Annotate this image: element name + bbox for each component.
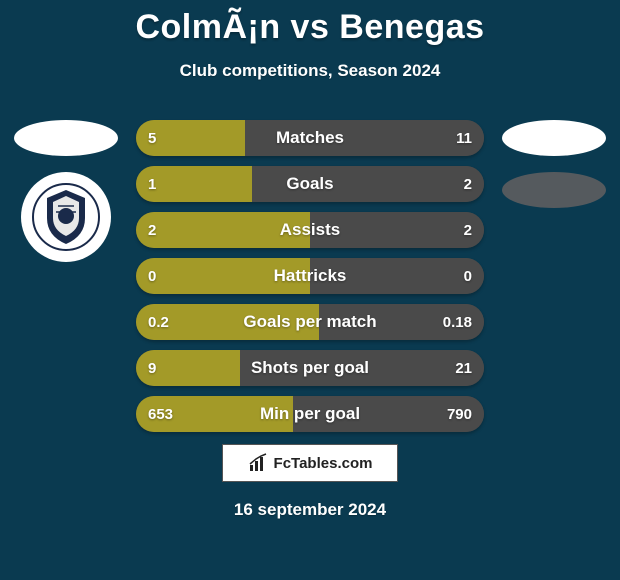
stat-bar-row: Matches5 11 [136,120,484,156]
left-player-column [6,120,126,262]
stat-bar-row: Shots per goal9 21 [136,350,484,386]
page-title: ColmÃ¡n vs Benegas [0,0,620,47]
stat-bar-row: Goals1 2 [136,166,484,202]
stat-bar-value-right: 0.18 [431,304,484,340]
stat-bar-value-right: 11 [444,120,484,156]
stat-bar-value-left: 653 [136,396,185,432]
stat-bar-value-left: 1 [136,166,168,202]
stat-bar-label: Hattricks [136,258,484,294]
stat-bar-label: Goals [136,166,484,202]
stat-bar-row: Assists2 2 [136,212,484,248]
stat-bar-value-right: 21 [443,350,484,386]
stat-bar-label: Min per goal [136,396,484,432]
stat-bars: Matches511Goals12Assists22Hattricks00Goa… [136,120,484,432]
player-photo-placeholder-right-1 [502,120,606,156]
brand-text: FcTables.com [274,455,373,472]
stat-bar-label: Assists [136,212,484,248]
shield-icon [31,182,101,252]
player-photo-placeholder-left [14,120,118,156]
stat-bar-value-left: 9 [136,350,168,386]
right-player-column [494,120,614,208]
player-photo-placeholder-right-2 [502,172,606,208]
club-logo-left [21,172,111,262]
comparison-infographic: ColmÃ¡n vs Benegas Club competitions, Se… [0,0,620,580]
stat-bar-row: Min per goal653 790 [136,396,484,432]
stat-bar-label: Matches [136,120,484,156]
stat-bar-row: Hattricks0 0 [136,258,484,294]
brand-badge: FcTables.com [222,444,398,482]
stat-bar-value-right: 2 [452,212,484,248]
chart-icon [248,453,268,473]
stat-bar-value-left: 5 [136,120,168,156]
stat-bar-row: Goals per match0.20.18 [136,304,484,340]
page-subtitle: Club competitions, Season 2024 [0,61,620,81]
stat-bar-label: Shots per goal [136,350,484,386]
stat-bar-value-left: 0.2 [136,304,181,340]
stat-bar-value-left: 0 [136,258,168,294]
infographic-date: 16 september 2024 [0,500,620,520]
stat-bar-value-right: 2 [452,166,484,202]
stat-bar-value-right: 0 [452,258,484,294]
stat-bar-value-right: 790 [435,396,484,432]
stat-bar-value-left: 2 [136,212,168,248]
